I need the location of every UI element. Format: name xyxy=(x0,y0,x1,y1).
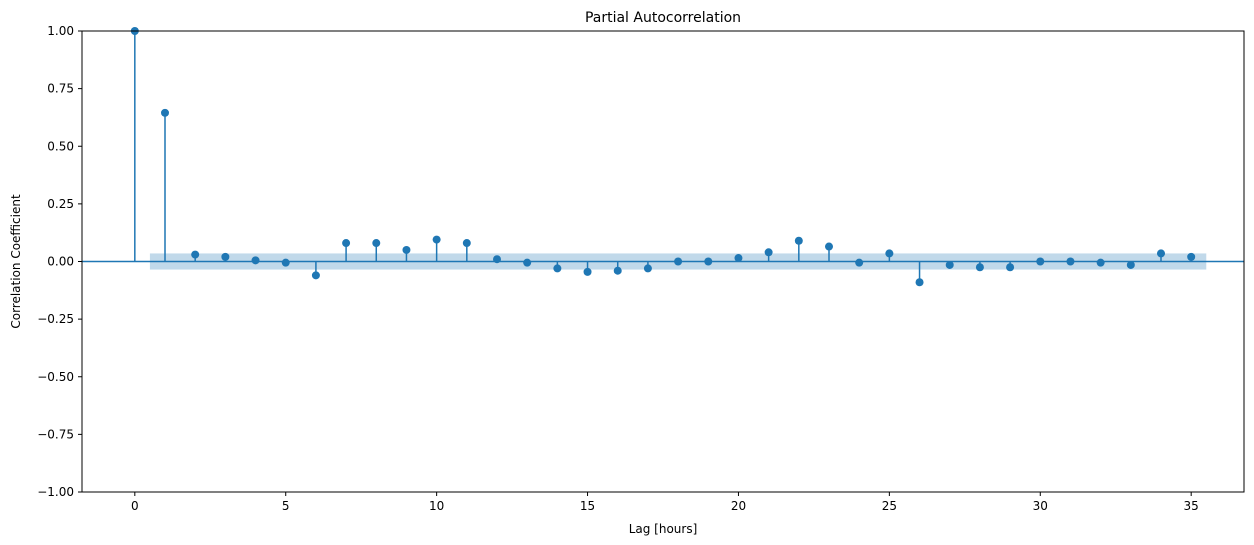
y-tick-label: −0.50 xyxy=(37,370,74,384)
x-axis-label: Lag [hours] xyxy=(629,522,698,536)
data-point-lag-35 xyxy=(1187,252,1196,261)
y-tick-label: 1.00 xyxy=(47,24,74,38)
x-tick-label: 25 xyxy=(882,499,897,513)
data-point-lag-19 xyxy=(704,257,713,266)
marker-layer xyxy=(130,27,1196,287)
data-point-lag-15 xyxy=(583,267,592,276)
data-point-lag-26 xyxy=(915,278,924,287)
data-point-lag-20 xyxy=(734,254,743,263)
y-tick-label: 0.50 xyxy=(47,139,74,153)
y-tick-label: −1.00 xyxy=(37,485,74,499)
x-tick-label: 15 xyxy=(580,499,595,513)
x-tick-label: 5 xyxy=(282,499,290,513)
x-tick-label: 20 xyxy=(731,499,746,513)
data-point-lag-8 xyxy=(372,239,381,248)
x-tick-label: 10 xyxy=(429,499,444,513)
y-tick-label: 0.75 xyxy=(47,82,74,96)
y-tick-label: 0.25 xyxy=(47,197,74,211)
data-point-lag-21 xyxy=(764,248,773,257)
x-tick-label: 0 xyxy=(131,499,139,513)
data-point-lag-34 xyxy=(1157,249,1165,258)
data-point-lag-31 xyxy=(1066,257,1075,266)
data-point-lag-33 xyxy=(1126,260,1135,269)
y-axis-label: Correlation Coefficient xyxy=(9,194,23,329)
data-point-lag-22 xyxy=(794,236,803,245)
data-point-lag-13 xyxy=(523,258,532,267)
y-tick-label: 0.00 xyxy=(47,255,74,269)
data-point-lag-11 xyxy=(462,239,471,248)
y-axis-ticks: −1.00 −0.75 −0.50 −0.25 0.00 0.25 0.50 0.75 1.00 xyxy=(37,24,82,499)
stem-layer xyxy=(134,31,1192,283)
x-axis-ticks: 0 5 10 15 20 25 30 35 xyxy=(131,492,1199,513)
data-point-lag-9 xyxy=(402,245,411,254)
data-point-lag-4 xyxy=(251,256,260,265)
data-point-lag-14 xyxy=(553,264,562,273)
data-point-lag-17 xyxy=(643,264,652,273)
data-point-lag-32 xyxy=(1096,258,1105,267)
data-point-lag-25 xyxy=(885,249,894,258)
y-tick-label: −0.25 xyxy=(37,312,74,326)
y-tick-label: −0.75 xyxy=(37,427,74,441)
data-point-lag-24 xyxy=(855,258,864,267)
data-point-lag-5 xyxy=(281,258,290,267)
data-point-lag-2 xyxy=(191,250,200,259)
data-point-lag-16 xyxy=(613,266,622,275)
x-tick-label: 35 xyxy=(1184,499,1199,513)
data-point-lag-18 xyxy=(674,257,683,266)
data-point-lag-27 xyxy=(945,260,954,269)
chart-title: Partial Autocorrelation xyxy=(585,10,741,26)
data-point-lag-10 xyxy=(432,235,441,244)
data-point-lag-7 xyxy=(342,239,351,248)
data-point-lag-12 xyxy=(493,255,501,264)
data-point-lag-6 xyxy=(311,271,320,280)
data-point-lag-1 xyxy=(161,108,169,117)
data-point-lag-23 xyxy=(825,242,833,251)
data-point-lag-28 xyxy=(975,263,984,272)
x-tick-label: 30 xyxy=(1033,499,1048,513)
data-point-lag-30 xyxy=(1036,257,1045,266)
data-point-lag-29 xyxy=(1006,263,1015,272)
data-point-lag-3 xyxy=(221,252,230,261)
